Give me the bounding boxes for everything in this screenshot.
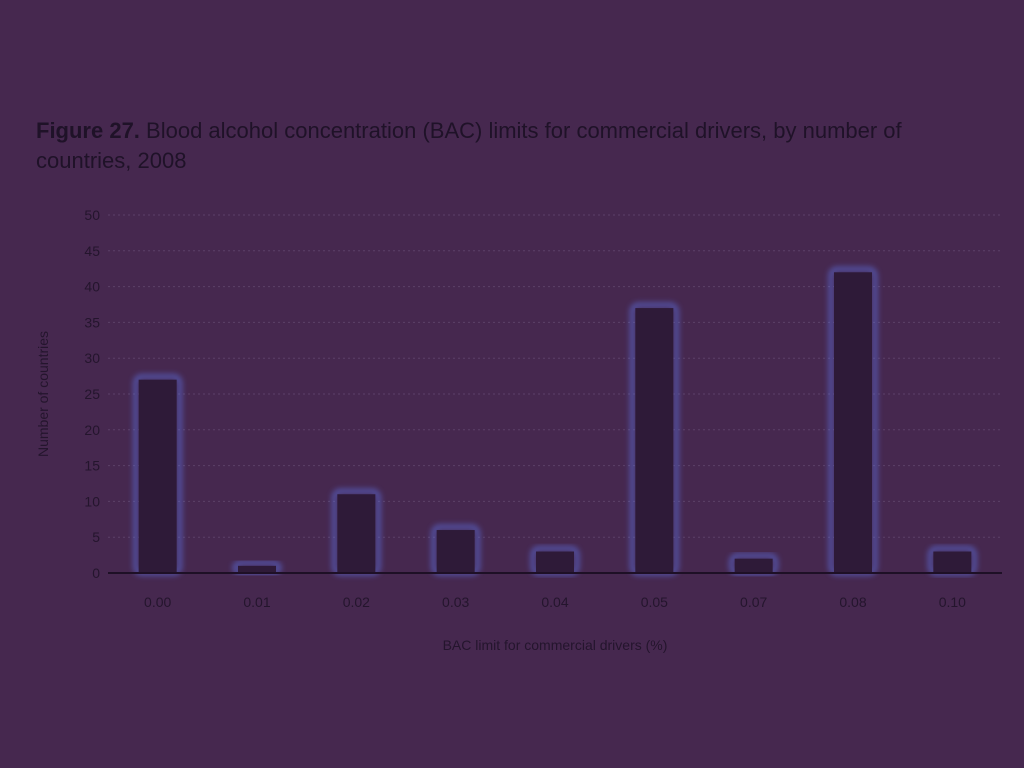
bar [337, 494, 376, 573]
y-tick-label: 15 [84, 458, 100, 474]
bar [933, 551, 972, 573]
y-tick-label: 0 [92, 565, 100, 581]
x-tick-labels: 0.00 0.01 0.02 0.03 0.04 0.05 0.07 0.08 0.10 [144, 594, 966, 610]
y-tick-label: 25 [84, 386, 100, 402]
x-tick-label: 0.03 [442, 594, 469, 610]
y-tick-labels: 0 5 10 15 20 25 30 35 40 45 50 [84, 207, 100, 581]
x-tick-label: 0.04 [541, 594, 568, 610]
chart-title: Figure 27. Blood alcohol concentration (… [36, 116, 976, 176]
y-axis-title: Number of countries [35, 331, 51, 457]
figure-caption: Blood alcohol concentration (BAC) limits… [36, 118, 902, 173]
y-tick-label: 45 [84, 243, 100, 259]
bar [238, 565, 276, 573]
y-tick-label: 35 [84, 314, 100, 330]
y-tick-label: 5 [92, 529, 100, 545]
x-tick-label: 0.07 [740, 594, 767, 610]
bar [536, 551, 574, 573]
bar [834, 272, 872, 573]
x-tick-label: 0.10 [939, 594, 966, 610]
x-tick-label: 0.05 [641, 594, 668, 610]
x-axis-title: BAC limit for commercial drivers (%) [443, 637, 668, 653]
y-tick-label: 50 [84, 207, 100, 223]
bar [436, 530, 475, 573]
x-tick-label: 0.08 [839, 594, 866, 610]
x-tick-label: 0.01 [243, 594, 270, 610]
y-tick-label: 10 [84, 493, 100, 509]
bars [133, 266, 977, 576]
x-tick-label: 0.00 [144, 594, 171, 610]
x-tick-label: 0.02 [343, 594, 370, 610]
bar [138, 379, 177, 573]
y-tick-label: 20 [84, 422, 100, 438]
figure-label: Figure 27. [36, 118, 140, 143]
y-tick-label: 30 [84, 350, 100, 366]
bar [635, 308, 674, 573]
bar [734, 558, 773, 573]
y-tick-label: 40 [84, 279, 100, 295]
